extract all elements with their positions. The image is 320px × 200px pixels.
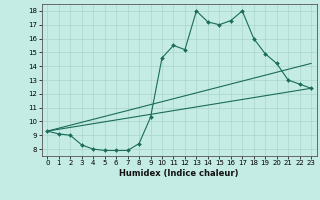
X-axis label: Humidex (Indice chaleur): Humidex (Indice chaleur): [119, 169, 239, 178]
